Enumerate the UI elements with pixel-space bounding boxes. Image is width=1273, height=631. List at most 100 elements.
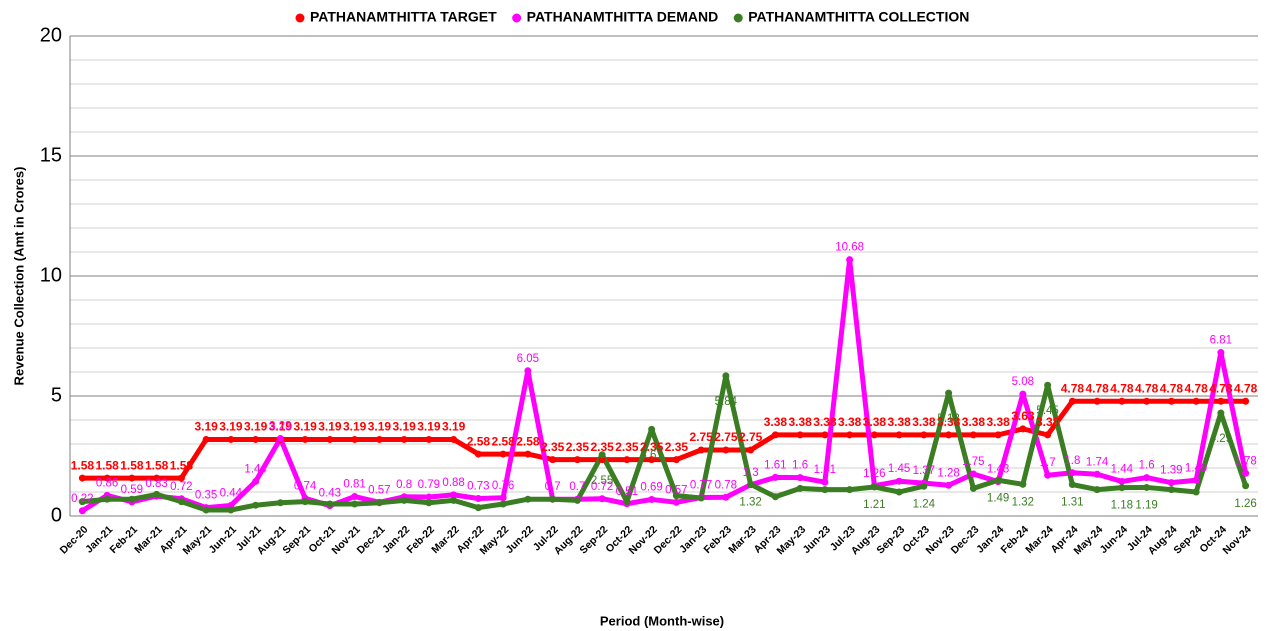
data-label: 3.63	[1011, 409, 1035, 423]
data-label: 1.58	[120, 458, 144, 472]
data-label: 3.19	[269, 420, 293, 434]
data-label: 2.35	[640, 440, 664, 454]
data-point	[1192, 397, 1200, 405]
y-tick-label: 0	[51, 504, 62, 526]
series-line	[81, 257, 1249, 513]
data-point	[771, 431, 779, 439]
data-label: 1.49	[1185, 462, 1207, 474]
data-label: 2.58	[516, 434, 540, 448]
data-point	[870, 431, 878, 439]
data-point	[375, 435, 383, 443]
data-label: 0.57	[368, 484, 390, 496]
x-tick-label: Jun-21	[207, 523, 240, 556]
data-label: 1.26	[1234, 498, 1256, 510]
data-label: 0.72	[170, 481, 192, 493]
data-point	[870, 483, 878, 491]
data-label: 0.57	[665, 484, 687, 496]
data-point	[648, 495, 656, 503]
data-label: 3.38	[764, 415, 788, 429]
data-label: 0.22	[71, 493, 93, 505]
data-point	[821, 486, 829, 494]
data-point	[524, 450, 532, 458]
data-point	[920, 482, 928, 490]
data-point	[1167, 479, 1175, 487]
data-point	[1068, 469, 1076, 477]
data-label: 0.7	[545, 481, 561, 493]
data-point	[177, 474, 185, 482]
data-point	[747, 446, 755, 454]
x-tick-label: Mar-24	[1023, 523, 1056, 556]
data-label: 1.6	[792, 460, 808, 472]
data-label: 1.28	[937, 467, 959, 479]
data-label: 1.31	[1061, 497, 1083, 509]
data-label: 4.29	[1210, 433, 1232, 445]
data-label: 0.77	[690, 480, 712, 492]
data-label: 2.35	[541, 440, 565, 454]
x-tick-label: Jun-22	[504, 523, 537, 556]
data-point	[598, 456, 606, 464]
data-label: 0.79	[418, 479, 440, 491]
data-label: 1.3	[743, 467, 759, 479]
data-point	[623, 456, 631, 464]
data-label: 1.6	[1139, 460, 1155, 472]
data-point	[1093, 470, 1101, 478]
x-tick-label: Sep-23	[874, 523, 907, 556]
x-tick-label: Dec-23	[949, 524, 982, 557]
data-label: 4.78	[1135, 381, 1159, 395]
data-label: 0.88	[442, 477, 464, 489]
data-label: 0.51	[616, 486, 638, 498]
data-point	[474, 494, 482, 502]
data-label: 1.41	[814, 464, 836, 476]
data-point	[177, 498, 185, 506]
data-point	[796, 474, 804, 482]
data-point	[895, 477, 903, 485]
data-point	[252, 501, 260, 509]
data-point	[1242, 397, 1250, 405]
data-label: 4.78	[1085, 381, 1109, 395]
data-point	[920, 431, 928, 439]
data-label: 3.19	[343, 420, 367, 434]
data-point	[1192, 488, 1200, 496]
data-point	[722, 372, 730, 380]
data-label: 3.19	[368, 420, 392, 434]
data-point	[252, 435, 260, 443]
data-point	[945, 431, 953, 439]
data-point	[202, 435, 210, 443]
data-point	[474, 504, 482, 512]
data-point	[375, 499, 383, 507]
data-label: 5.08	[1012, 376, 1034, 388]
data-point	[1068, 481, 1076, 489]
data-label: 4.78	[1234, 381, 1258, 395]
data-point	[846, 256, 854, 264]
data-point	[1118, 397, 1126, 405]
data-point	[821, 431, 829, 439]
x-tick-label: Dec-20	[58, 524, 91, 557]
y-tick-label: 20	[40, 24, 62, 46]
legend-label: PATHANAMTHITTA COLLECTION	[748, 9, 969, 25]
data-label: 0.44	[220, 487, 243, 499]
data-label: 0.35	[195, 490, 217, 502]
x-tick-label: Dec-22	[652, 524, 685, 557]
data-label: 1.7	[1040, 457, 1056, 469]
data-label: 2.35	[615, 440, 639, 454]
y-tick-label: 10	[40, 264, 62, 286]
data-point	[994, 431, 1002, 439]
data-point	[1217, 397, 1225, 405]
data-label: 3.38	[838, 415, 862, 429]
data-point	[276, 499, 284, 507]
data-point	[895, 431, 903, 439]
legend-label: PATHANAMTHITTA TARGET	[310, 9, 497, 25]
data-label: 1.39	[1160, 465, 1182, 477]
x-tick-label: Mar-22	[429, 523, 462, 556]
data-point	[1019, 390, 1027, 398]
data-label: 2.35	[665, 440, 689, 454]
data-label: 4.78	[1209, 381, 1233, 395]
data-label: 0.86	[96, 477, 118, 489]
data-label: 3.38	[937, 415, 961, 429]
data-point	[672, 456, 680, 464]
data-point	[1093, 486, 1101, 494]
data-label: 2.35	[590, 440, 614, 454]
data-point	[153, 474, 161, 482]
data-label: 3.19	[442, 420, 466, 434]
data-label: 3.38	[788, 415, 812, 429]
